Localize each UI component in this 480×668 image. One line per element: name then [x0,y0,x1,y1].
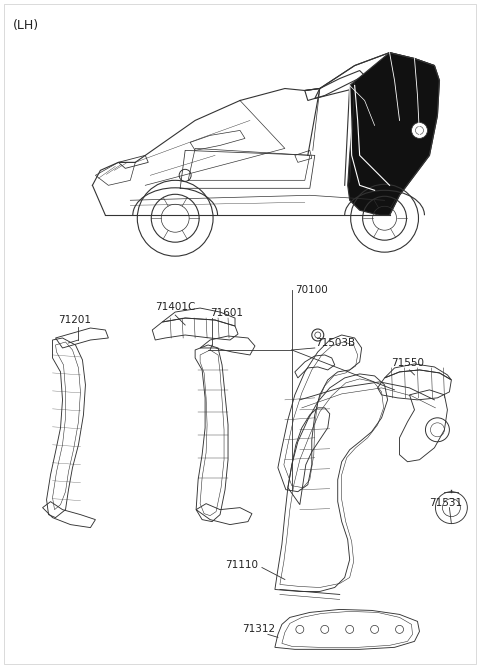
Text: 71503B: 71503B [315,338,355,348]
Text: (LH): (LH) [12,19,39,31]
Text: 71110: 71110 [225,560,258,570]
Text: 71531: 71531 [430,498,463,508]
Text: 71601: 71601 [210,308,243,318]
Text: 71550: 71550 [392,358,425,368]
Circle shape [411,122,428,138]
Polygon shape [348,53,439,215]
Text: 71312: 71312 [242,625,275,635]
Text: 71201: 71201 [59,315,92,325]
Text: 70100: 70100 [295,285,327,295]
Text: 71401C: 71401C [155,302,196,312]
